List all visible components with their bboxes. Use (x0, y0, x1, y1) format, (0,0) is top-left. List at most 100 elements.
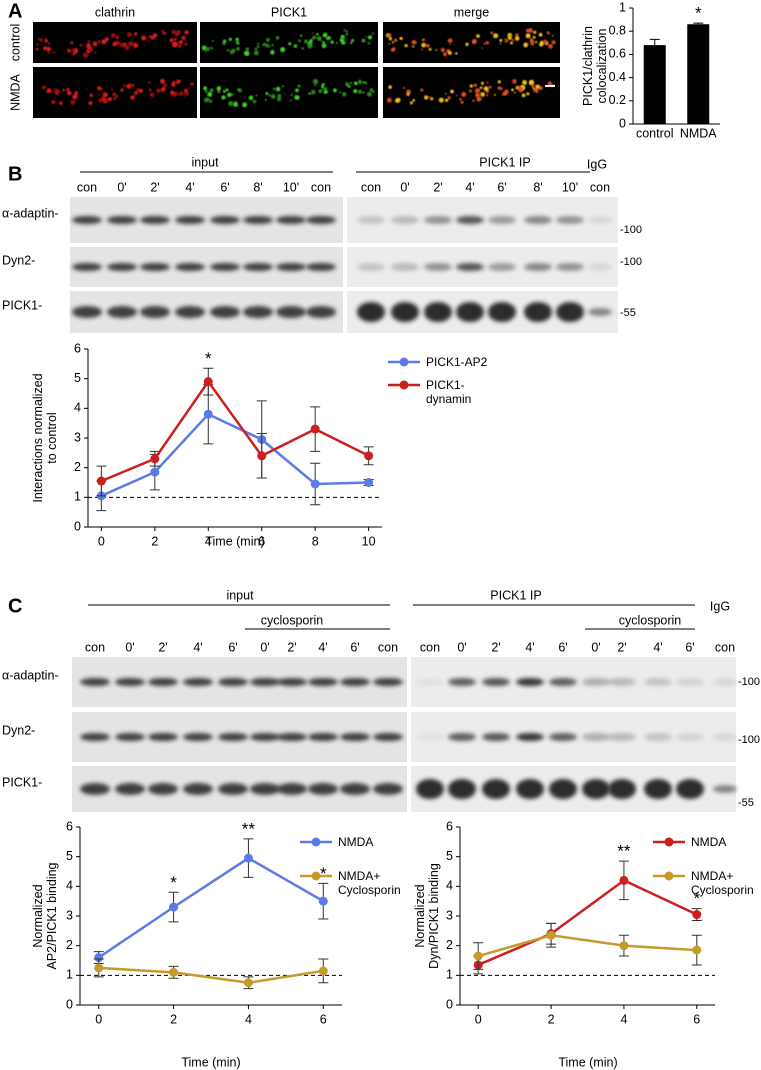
x-tick-label: 0 (95, 1012, 102, 1026)
puncta (270, 50, 275, 55)
band (713, 785, 737, 793)
puncta (342, 92, 347, 97)
x-tick-label: 6 (258, 534, 265, 548)
puncta (500, 87, 503, 90)
lane-label: 6' (558, 640, 567, 654)
band (549, 678, 577, 686)
band (524, 216, 552, 224)
puncta (272, 87, 276, 91)
puncta (228, 100, 234, 107)
puncta (301, 46, 304, 50)
puncta (312, 78, 318, 84)
y-tick-label: 1 (66, 968, 73, 982)
band (80, 783, 110, 795)
puncta (367, 35, 373, 40)
y-tick-label: 1 (74, 490, 81, 504)
puncta (173, 37, 177, 41)
band (276, 306, 306, 318)
y-tick-label: 0.8 (609, 23, 626, 37)
puncta (53, 51, 56, 54)
band (608, 733, 636, 741)
band (183, 783, 213, 795)
band (516, 678, 544, 686)
mw-marker: -55 (738, 797, 754, 809)
puncta (44, 38, 48, 43)
puncta (67, 90, 72, 96)
puncta (96, 86, 102, 91)
puncta (133, 93, 137, 96)
puncta (141, 35, 147, 41)
mw-marker: -100 (738, 734, 760, 746)
y-axis-label: Interactions normalized to control (31, 373, 59, 503)
y-tick-label: 0.6 (609, 47, 626, 61)
band (524, 302, 552, 322)
puncta (354, 81, 358, 86)
puncta (43, 46, 48, 51)
puncta (252, 99, 257, 104)
lane-label: con (311, 180, 331, 194)
band (644, 779, 672, 799)
puncta (406, 92, 410, 97)
lane-label: 0' (125, 640, 134, 654)
puncta (39, 38, 43, 42)
puncta (475, 90, 477, 93)
lane-label: con (590, 180, 610, 194)
band (218, 733, 248, 741)
puncta (402, 86, 406, 90)
point (619, 941, 629, 951)
puncta (547, 32, 550, 35)
puncta (357, 89, 363, 94)
band (373, 678, 403, 686)
puncta (190, 82, 194, 86)
puncta (36, 43, 39, 46)
x-tick-label: 6 (320, 1012, 327, 1026)
band (210, 263, 240, 271)
significance: * (320, 864, 327, 883)
lane-label: 0' (400, 180, 409, 194)
puncta (97, 40, 101, 44)
puncta (362, 91, 365, 94)
y-tick-label: 1 (446, 968, 453, 982)
band (448, 779, 476, 799)
y-tick-label: 6 (74, 341, 81, 355)
puncta (69, 40, 74, 45)
puncta (465, 42, 469, 47)
puncta (314, 83, 317, 87)
puncta (372, 32, 375, 35)
puncta (270, 94, 276, 99)
band (549, 779, 577, 799)
y-axis-label: Normalized AP2/PICK1 binding (31, 862, 59, 970)
puncta (271, 44, 274, 47)
row-label: control (8, 24, 22, 62)
bar (643, 45, 666, 125)
puncta (469, 84, 473, 88)
x-tick-label: 0 (98, 534, 105, 548)
band (277, 678, 307, 686)
puncta (209, 88, 214, 93)
band (306, 216, 336, 224)
puncta (47, 51, 51, 54)
puncta (420, 88, 424, 92)
point (619, 875, 629, 885)
x-tick-label: 4 (245, 1012, 252, 1026)
puncta (46, 88, 52, 94)
band (183, 733, 213, 741)
band (250, 733, 280, 741)
puncta (244, 51, 250, 56)
y-tick-label: 2 (74, 460, 81, 474)
mw-marker: -100 (738, 676, 760, 688)
puncta (122, 84, 126, 88)
puncta (179, 40, 183, 45)
band (140, 263, 170, 271)
puncta (161, 81, 164, 84)
group-label: PICK1 IP (479, 155, 530, 169)
puncta (277, 94, 282, 98)
puncta (345, 30, 349, 33)
channel-label: PICK1 (271, 5, 307, 19)
significance: * (695, 4, 702, 23)
puncta (295, 88, 299, 93)
puncta (268, 94, 271, 97)
puncta (127, 32, 132, 38)
puncta (72, 94, 78, 100)
lane-label: con (378, 640, 398, 654)
